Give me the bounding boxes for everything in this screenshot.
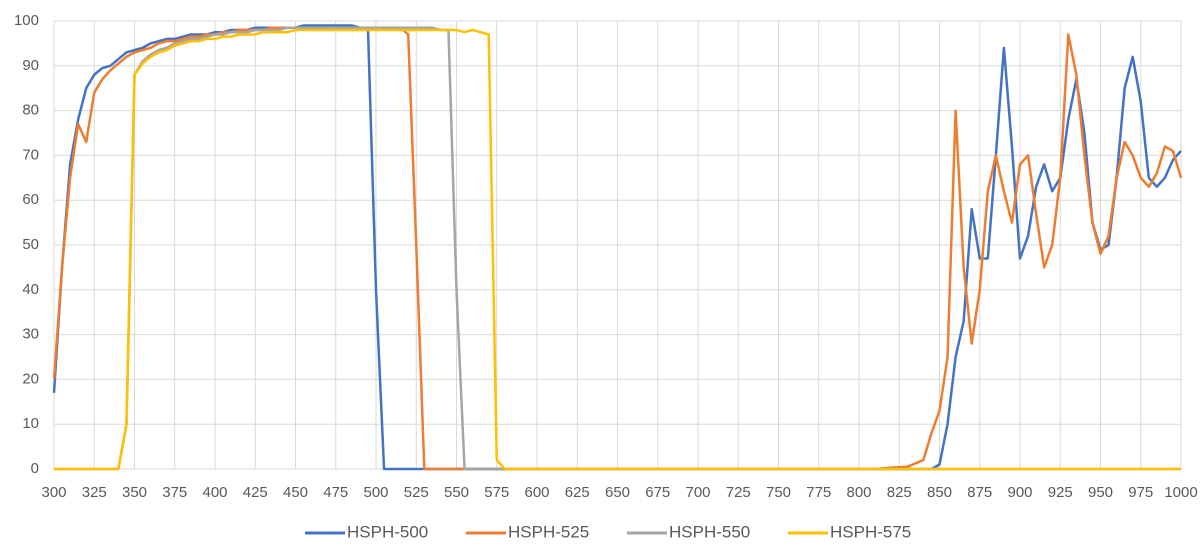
y-tick-label: 100 bbox=[14, 12, 39, 29]
x-tick-label: 300 bbox=[41, 484, 66, 501]
x-tick-label: 475 bbox=[323, 484, 348, 501]
x-tick-label: 900 bbox=[1007, 484, 1032, 501]
x-tick-label: 725 bbox=[726, 484, 751, 501]
x-tick-label: 400 bbox=[202, 484, 227, 501]
x-tick-label: 425 bbox=[243, 484, 268, 501]
x-tick-label: 700 bbox=[685, 484, 710, 501]
y-tick-label: 10 bbox=[22, 415, 39, 432]
x-tick-label: 750 bbox=[766, 484, 791, 501]
y-tick-label: 80 bbox=[22, 102, 39, 119]
x-tick-label: 975 bbox=[1128, 484, 1153, 501]
legend-label: HSPH-550 bbox=[669, 522, 750, 541]
y-tick-label: 40 bbox=[22, 281, 39, 298]
y-tick-label: 70 bbox=[22, 146, 39, 163]
x-tick-label: 1000 bbox=[1164, 484, 1197, 501]
x-tick-label: 775 bbox=[806, 484, 831, 501]
y-tick-label: 50 bbox=[22, 236, 39, 253]
x-tick-label: 850 bbox=[927, 484, 952, 501]
x-tick-label: 950 bbox=[1088, 484, 1113, 501]
y-tick-label: 0 bbox=[31, 460, 39, 477]
x-tick-label: 450 bbox=[283, 484, 308, 501]
x-tick-label: 525 bbox=[404, 484, 429, 501]
legend-label: HSPH-525 bbox=[508, 522, 589, 541]
x-tick-label: 825 bbox=[887, 484, 912, 501]
y-tick-label: 30 bbox=[22, 326, 39, 343]
x-tick-label: 650 bbox=[605, 484, 630, 501]
x-tick-label: 600 bbox=[524, 484, 549, 501]
y-tick-label: 20 bbox=[22, 370, 39, 387]
y-tick-label: 60 bbox=[22, 191, 39, 208]
x-tick-label: 325 bbox=[82, 484, 107, 501]
x-tick-label: 350 bbox=[122, 484, 147, 501]
legend-label: HSPH-500 bbox=[347, 522, 428, 541]
x-tick-label: 500 bbox=[363, 484, 388, 501]
x-tick-label: 625 bbox=[565, 484, 590, 501]
x-tick-label: 925 bbox=[1048, 484, 1073, 501]
x-tick-label: 575 bbox=[484, 484, 509, 501]
x-tick-label: 550 bbox=[444, 484, 469, 501]
series-line bbox=[54, 28, 1181, 471]
x-tick-label: 875 bbox=[967, 484, 992, 501]
x-tick-label: 800 bbox=[846, 484, 871, 501]
x-tick-label: 375 bbox=[162, 484, 187, 501]
x-tick-label: 675 bbox=[645, 484, 670, 501]
y-tick-label: 90 bbox=[22, 57, 39, 74]
legend-label: HSPH-575 bbox=[830, 522, 911, 541]
